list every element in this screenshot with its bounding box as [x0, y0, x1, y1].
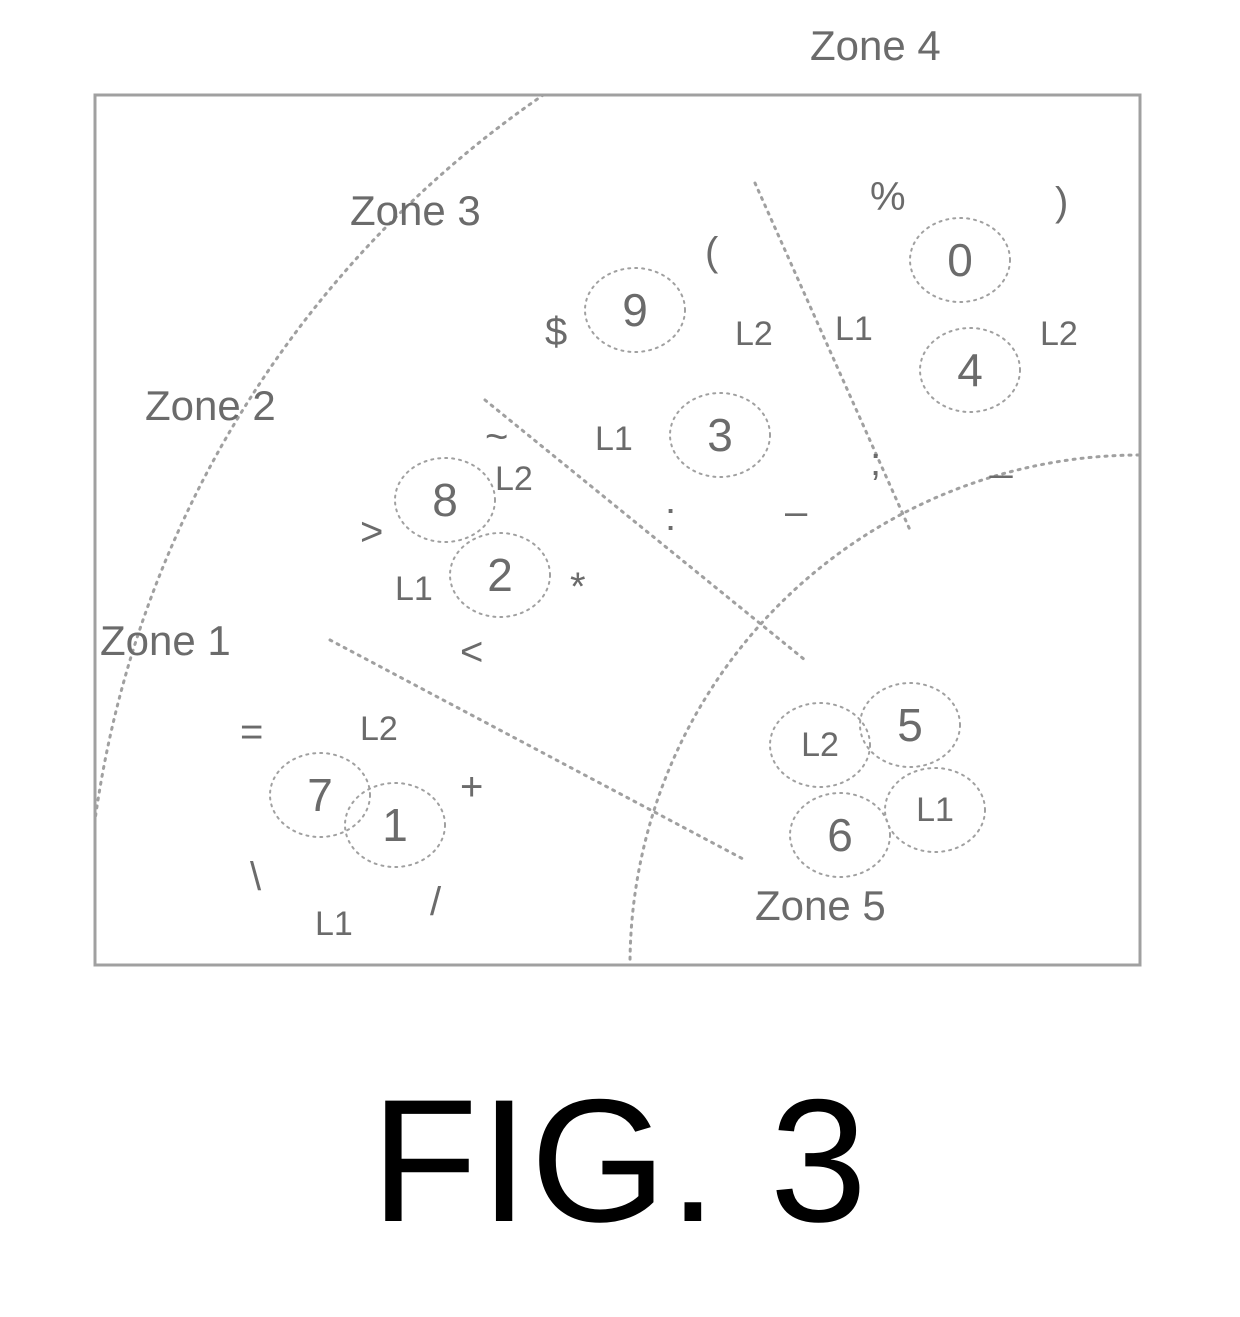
symbol-label: : — [665, 495, 676, 539]
symbol-label: > — [360, 510, 383, 554]
symbol-label: / — [430, 880, 442, 924]
key-number: 3 — [707, 409, 733, 461]
symbol-label: ( — [705, 230, 719, 274]
symbol-label: + — [460, 765, 483, 809]
l-label-in-circle: L2 — [801, 726, 839, 764]
symbol-label: ~ — [485, 415, 508, 459]
l-label: L2 — [360, 710, 398, 748]
l-label-in-circle: L1 — [916, 791, 954, 829]
divider-line — [485, 400, 805, 660]
zone-label: Zone 3 — [350, 187, 481, 234]
symbol-label: % — [870, 175, 906, 219]
figure-caption: FIG. 3 — [0, 1061, 1240, 1262]
zone-label: Zone 5 — [755, 882, 886, 929]
symbol-label: ) — [1055, 180, 1068, 224]
stage: 04938271L256L1 %);_($:–~><*=+\/ L1L2L2L1… — [0, 0, 1240, 1317]
key-number: 2 — [487, 549, 513, 601]
key-number: 8 — [432, 474, 458, 526]
l-label: L2 — [735, 315, 773, 353]
symbol-label: < — [460, 630, 483, 674]
symbol-label: * — [570, 565, 586, 609]
diagram-svg: 04938271L256L1 %);_($:–~><*=+\/ L1L2L2L1… — [0, 0, 1240, 1000]
divider-line — [755, 183, 910, 530]
outer-arc — [85, 0, 1240, 1000]
key-number: 9 — [622, 284, 648, 336]
key-number: 6 — [827, 809, 853, 861]
zone-label: Zone 1 — [100, 617, 231, 664]
key-number: 1 — [382, 799, 408, 851]
key-number: 4 — [957, 344, 983, 396]
frame-rect — [95, 95, 1140, 965]
symbol-label: \ — [250, 855, 262, 899]
l-label: L1 — [395, 570, 433, 608]
zone-label: Zone 2 — [145, 382, 276, 429]
symbol-label: $ — [545, 310, 567, 354]
l-label: L2 — [495, 460, 533, 498]
key-number: 0 — [947, 234, 973, 286]
l-label: L2 — [1040, 315, 1078, 353]
l-label: L1 — [835, 310, 873, 348]
symbol-label: _ — [989, 435, 1013, 479]
symbol-label: = — [240, 710, 263, 754]
symbol-label: ; — [870, 440, 881, 484]
key-number: 7 — [307, 769, 333, 821]
symbol-label: – — [785, 490, 808, 534]
l-label: L1 — [595, 420, 633, 458]
zone-label: Zone 4 — [810, 22, 941, 69]
key-number: 5 — [897, 699, 923, 751]
l-label: L1 — [315, 905, 353, 943]
inner-arc — [630, 455, 1240, 1000]
